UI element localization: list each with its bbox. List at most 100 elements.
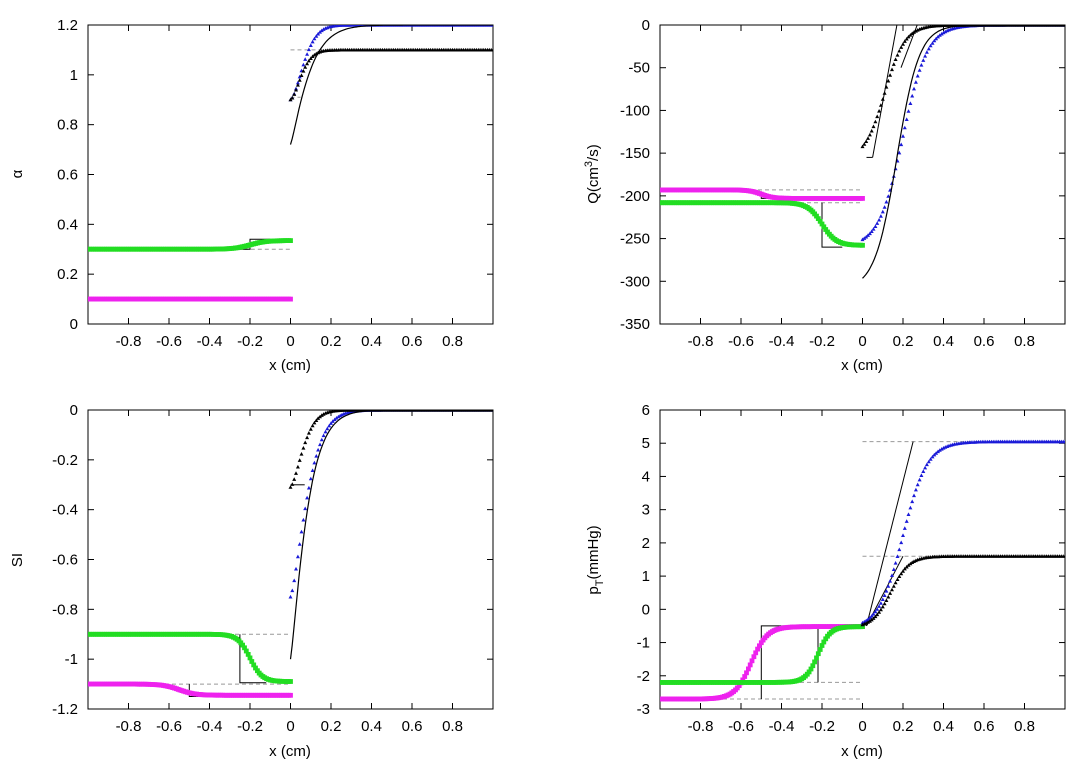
x-tick-label: 0.2	[893, 333, 914, 350]
y-tick-label: 5	[642, 435, 650, 452]
y-tick-label: 3	[642, 502, 650, 519]
data-point	[941, 30, 946, 35]
data-point	[321, 412, 326, 416]
y-tick-label: 2	[642, 535, 650, 552]
y-axis-label: pT(mmHg)	[585, 525, 606, 594]
data-point	[251, 662, 257, 668]
data-point	[292, 578, 297, 583]
data-point	[294, 471, 298, 475]
data-point	[288, 296, 293, 302]
x-tick-label: -0.8	[688, 333, 714, 350]
data-point	[882, 205, 887, 209]
data-point	[939, 447, 944, 451]
data-point	[318, 442, 322, 447]
x-tick-label: 0.8	[1014, 333, 1035, 350]
x-tick-label: 0.6	[974, 718, 995, 735]
data-point	[891, 567, 896, 571]
data-point	[910, 31, 915, 35]
panel-flow-rate: Q(cm3/s) x (cm) -0.8 -0.6 -0.4 -0.2 0 0.2 0.4 0…	[583, 17, 1066, 374]
x-tick-label: 0.2	[893, 718, 914, 735]
y-tick-label: -250	[620, 231, 650, 248]
data-point	[899, 540, 904, 545]
series-black-branch	[860, 554, 1065, 627]
data-point	[295, 554, 300, 559]
y-tick-label: -350	[620, 316, 650, 333]
x-tick-label: 0.2	[321, 333, 342, 350]
data-point	[866, 617, 870, 621]
x-axis-label: x (cm)	[841, 357, 883, 374]
y-tick-label: 1	[70, 67, 78, 84]
data-point	[746, 666, 751, 672]
data-point	[814, 213, 819, 219]
data-point	[869, 614, 874, 618]
data-point	[910, 499, 915, 504]
data-point	[910, 560, 915, 564]
y-tick-label: -3	[637, 701, 650, 718]
data-point	[245, 652, 251, 657]
data-point	[295, 80, 300, 85]
y-tick-label: 0	[70, 402, 78, 419]
data-point	[923, 54, 928, 58]
data-point	[910, 93, 915, 98]
data-point	[921, 469, 926, 473]
data-point	[295, 464, 300, 469]
data-point	[921, 58, 926, 62]
reference-solid-line	[872, 25, 898, 158]
x-tick-label: 0.4	[361, 333, 382, 350]
y-axis-label: Q(cm3/s)	[583, 144, 602, 203]
data-point	[893, 57, 898, 61]
data-point	[821, 224, 827, 230]
data-point	[924, 50, 929, 54]
data-point	[913, 487, 918, 492]
data-point	[757, 643, 762, 649]
data-point	[919, 63, 924, 67]
series-black-branch	[288, 410, 493, 489]
data-point	[926, 46, 931, 51]
x-tick-label: 0.4	[933, 718, 954, 735]
y-tick-label: -0.2	[52, 452, 78, 469]
data-point	[323, 429, 328, 434]
x-tick-label: -0.6	[156, 333, 182, 350]
data-point	[904, 36, 909, 41]
data-point	[902, 566, 907, 571]
reference-solid-line	[760, 625, 863, 699]
reference-solid-line	[821, 202, 843, 248]
data-point	[878, 214, 883, 218]
series-line-reference-line	[289, 25, 493, 145]
y-tick-label: -50	[628, 60, 650, 77]
data-point	[290, 95, 295, 100]
data-point	[899, 45, 904, 49]
x-axis-label: x (cm)	[841, 743, 883, 760]
data-point	[862, 236, 867, 240]
panel-si: SI x (cm) -0.8 -0.6 -0.4 -0.2 0 0.2 0.4 0.6 0.8 -…	[9, 402, 494, 760]
data-point	[817, 647, 823, 652]
data-point	[288, 679, 293, 684]
data-point	[888, 73, 893, 77]
data-point	[301, 69, 306, 73]
data-point	[901, 533, 905, 537]
x-axis-label: x (cm)	[269, 743, 311, 760]
y-tick-label: -1	[65, 651, 78, 668]
data-point	[884, 199, 889, 204]
data-point	[288, 485, 293, 489]
data-point	[310, 39, 315, 44]
data-point	[919, 473, 924, 477]
data-point	[906, 109, 911, 113]
data-point	[306, 58, 311, 63]
x-tick-label: -0.4	[769, 333, 795, 350]
y-tick-label: 0	[642, 601, 650, 618]
data-point	[253, 665, 258, 671]
data-point	[937, 33, 942, 37]
data-point	[902, 39, 907, 43]
y-tick-label: -150	[620, 145, 650, 162]
data-point	[306, 431, 311, 435]
y-axis-label: α	[9, 169, 26, 178]
y-tick-label: 1.2	[57, 17, 78, 34]
data-point	[338, 413, 343, 418]
data-point	[303, 440, 308, 445]
series-blue-branch	[288, 25, 493, 102]
data-point	[864, 139, 869, 143]
data-point	[926, 459, 931, 464]
x-tick-label: 0.8	[442, 333, 463, 350]
data-point	[321, 433, 326, 438]
